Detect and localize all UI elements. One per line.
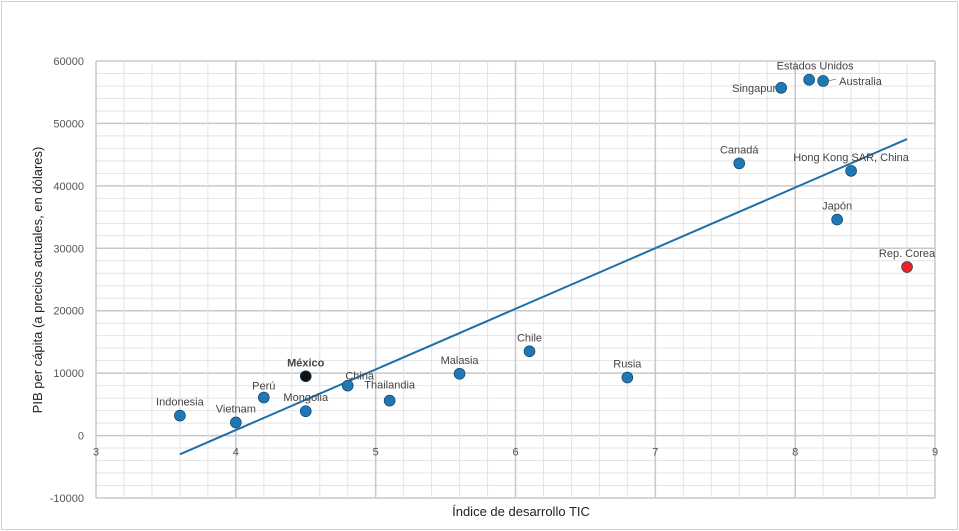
y-tick-label: 50000	[53, 118, 84, 130]
data-point	[901, 261, 913, 273]
data-point	[803, 73, 815, 86]
data-point	[733, 157, 746, 170]
data-point	[523, 345, 536, 358]
data-point	[775, 82, 787, 94]
x-tick-label: 9	[932, 447, 938, 459]
x-tick-label: 5	[373, 447, 379, 459]
point-label: Thailandia	[364, 380, 416, 392]
y-tick-label: -10000	[50, 493, 84, 505]
data-point	[299, 370, 312, 383]
data-point	[230, 416, 242, 429]
data-point	[817, 75, 829, 87]
tick-labels: -10000 0 10000 20000 30000 40000 50000 60000 3 4 5…	[50, 56, 938, 505]
points: Indonesia Vietnam Perú México Mongolia ChinaT…	[156, 61, 936, 429]
y-tick-label: 60000	[53, 56, 84, 68]
data-point	[621, 371, 634, 384]
y-axis-title: PIB per cápita (a precios actuales, en d…	[30, 147, 45, 414]
y-tick-label: 40000	[53, 181, 84, 193]
data-point	[257, 391, 270, 404]
point-label: Malasia	[441, 355, 480, 367]
point-label: Mongolia	[283, 392, 329, 404]
x-tick-label: 8	[792, 447, 798, 459]
point-label: Singapur	[732, 83, 776, 95]
point-label: Canadá	[720, 144, 759, 156]
point-label: Indonesia	[156, 397, 205, 409]
point-label: Rusia	[613, 359, 642, 371]
data-point	[845, 165, 857, 177]
data-point	[383, 394, 396, 407]
x-axis-title: Índice de desarrollo TIC	[452, 504, 590, 519]
point-label: Vietnam	[216, 403, 256, 415]
x-tick-label: 3	[93, 447, 99, 459]
data-point	[299, 405, 312, 418]
y-tick-label: 30000	[53, 243, 84, 255]
grid	[95, 60, 936, 499]
point-label: China	[345, 371, 375, 383]
label-leader-line	[828, 78, 837, 82]
data-point	[831, 213, 843, 226]
point-label: Estados Unidos	[777, 61, 855, 73]
point-label: Hong Kong SAR, China	[793, 152, 909, 164]
point-label: Chile	[517, 332, 542, 344]
x-tick-label: 7	[652, 447, 658, 459]
x-tick-label: 6	[512, 447, 518, 459]
y-tick-label: 10000	[53, 368, 84, 380]
data-point	[341, 379, 354, 392]
point-label: Australia	[839, 76, 883, 88]
point-label: Rep. Corea	[879, 248, 936, 260]
point-label: México	[287, 357, 325, 369]
y-tick-label: 20000	[53, 306, 84, 318]
data-point	[174, 409, 186, 422]
x-tick-label: 4	[233, 447, 239, 459]
y-tick-label: 0	[78, 431, 84, 443]
trendline	[179, 138, 908, 456]
point-label: Perú	[252, 380, 275, 392]
data-point	[453, 367, 466, 380]
point-label: Japón	[822, 201, 852, 213]
